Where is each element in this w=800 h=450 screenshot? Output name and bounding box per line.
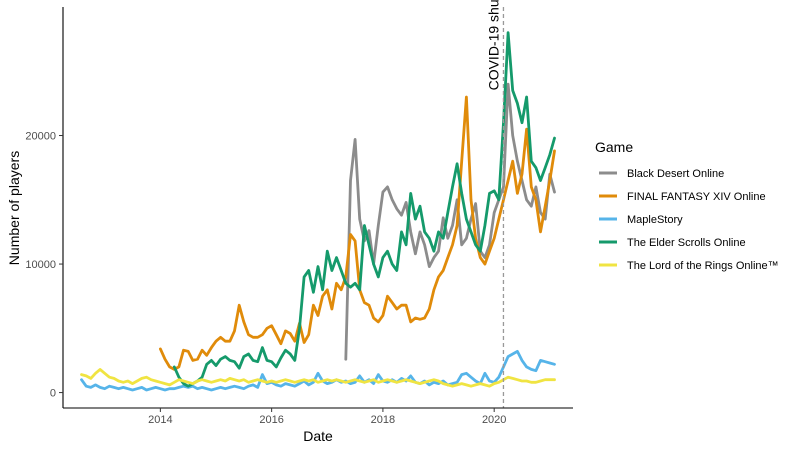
- covid-shutdown-label: COVID-19 shutdown: [485, 0, 501, 90]
- x-tick-label: 2014: [148, 414, 172, 426]
- axes: 2014 2016 2018 2020 0 10000 20000 Date Number…: [6, 7, 573, 444]
- series-line-1: [159, 95, 556, 371]
- x-tick-label: 2018: [371, 414, 395, 426]
- legend-label-0: Black Desert Online: [627, 168, 724, 180]
- series-layer: [80, 31, 556, 392]
- series-line-4: [80, 368, 556, 388]
- series-line-3: [172, 31, 556, 388]
- legend-label-1: FINAL FANTASY XIV Online: [627, 191, 766, 203]
- y-axis-title: Number of players: [6, 151, 22, 265]
- y-tick-label: 20000: [25, 131, 56, 143]
- series-line-2: [80, 350, 556, 392]
- legend-label-3: The Elder Scrolls Online: [627, 237, 746, 249]
- legend: Game Black Desert Online FINAL FANTASY XI…: [595, 139, 779, 272]
- legend-label-4: The Lord of the Rings Online™: [627, 260, 779, 272]
- x-tick-label: 2020: [482, 414, 506, 426]
- legend-label-2: MapleStory: [627, 214, 683, 226]
- y-tick-label: 0: [50, 388, 56, 400]
- plot-area: COVID-19 shutdown: [80, 0, 556, 408]
- legend-items: Black Desert Online FINAL FANTASY XIV Onl…: [599, 168, 779, 272]
- series-line-0: [344, 82, 556, 361]
- x-tick-label: 2016: [259, 414, 283, 426]
- y-ticks: 0 10000 20000: [25, 131, 63, 400]
- x-axis-title: Date: [303, 428, 333, 444]
- x-ticks: 2014 2016 2018 2020: [148, 408, 506, 426]
- legend-title: Game: [595, 139, 633, 155]
- y-tick-label: 10000: [25, 259, 56, 271]
